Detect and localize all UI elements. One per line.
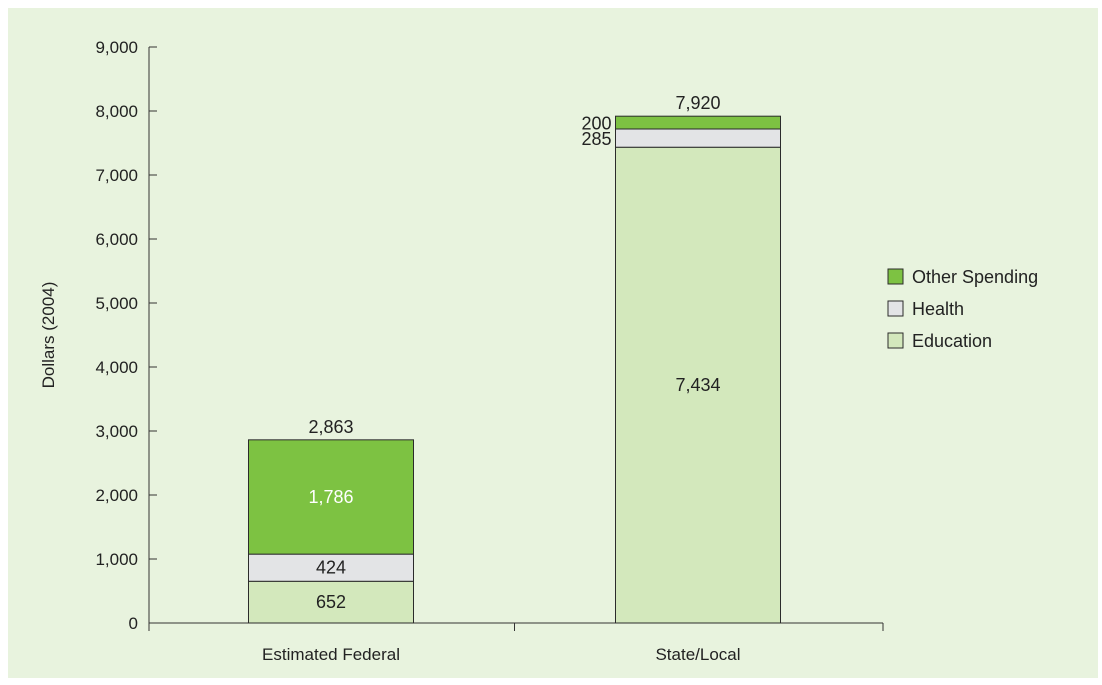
bar-segment-education (615, 146, 781, 624)
y-tick-label: 1,000 (95, 550, 138, 569)
y-tick-label: 9,000 (95, 38, 138, 57)
total-value-label: 2,863 (308, 417, 353, 437)
bar-segment-other-spending (248, 439, 414, 555)
legend-swatch-health (887, 300, 904, 317)
y-tick-label: 5,000 (95, 294, 138, 313)
y-tick-label: 4,000 (95, 358, 138, 377)
segment-value-label: 200 (581, 114, 611, 134)
axes: 0 1,000 2,000 3,000 4,000 5,000 6,000 7,000 8,00… (39, 38, 884, 664)
y-tick-label: 6,000 (95, 230, 138, 249)
bar-segment-other-spending (615, 115, 781, 130)
legend-swatch-education (887, 332, 904, 349)
y-tick-label: 7,000 (95, 166, 138, 185)
y-tick-label: 3,000 (95, 422, 138, 441)
total-value-label: 7,920 (675, 93, 720, 113)
segment-value-label: 652 (316, 592, 346, 612)
segment-value-label: 1,786 (308, 487, 353, 507)
legend-label: Other Spending (912, 267, 1038, 287)
bar-segment-health (615, 128, 781, 148)
y-tick-label: 0 (129, 614, 138, 633)
bar-segment-education (248, 580, 414, 624)
y-axis-title: Dollars (2004) (39, 282, 58, 389)
y-tick-label: 2,000 (95, 486, 138, 505)
x-category-label: Estimated Federal (262, 645, 400, 664)
segment-value-label: 424 (316, 558, 346, 578)
y-tick-label: 8,000 (95, 102, 138, 121)
bar-segment-health (248, 553, 414, 582)
chart-panel: 0 1,000 2,000 3,000 4,000 5,000 6,000 7,000 8,00… (8, 8, 1098, 678)
x-category-label: State/Local (655, 645, 740, 664)
legend: Other Spending Health Education (887, 267, 1038, 351)
legend-swatch-other-spending (887, 268, 904, 285)
segment-value-label: 285 (581, 129, 611, 149)
legend-label: Health (912, 299, 964, 319)
segment-value-label: 7,434 (675, 375, 720, 395)
stacked-bar-chart: 0 1,000 2,000 3,000 4,000 5,000 6,000 7,000 8,00… (39, 38, 1038, 664)
bars (248, 115, 781, 624)
legend-label: Education (912, 331, 992, 351)
